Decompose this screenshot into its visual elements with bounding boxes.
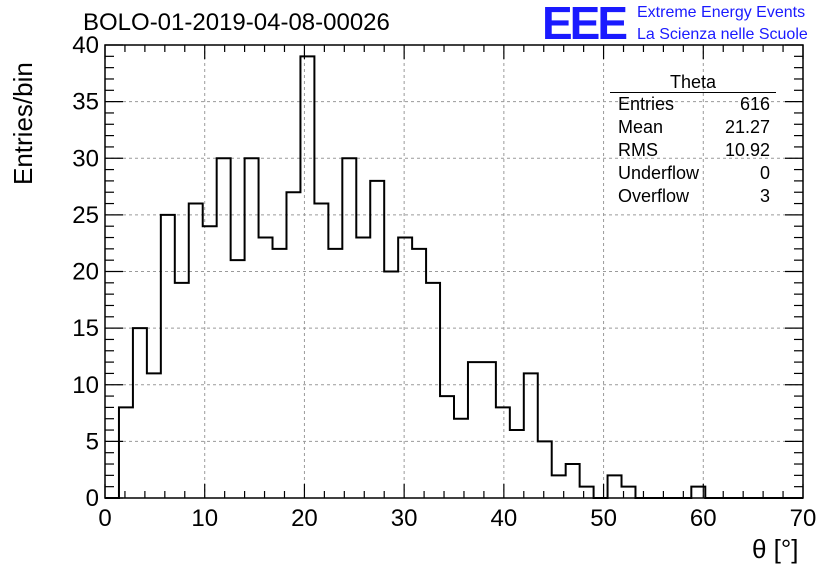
eee-logo-mark: EEE [542,0,628,49]
stats-title: Theta [610,72,776,93]
stats-label: Overflow [618,186,690,206]
grid-lines [105,45,803,498]
y-tick-label: 25 [72,202,99,229]
y-tick-label: 30 [72,145,99,172]
stats-row-overflow: Overflow 3 [610,185,776,208]
stats-label: Entries [618,94,675,114]
stats-value: 3 [759,186,770,206]
x-tick-label: 50 [590,505,617,532]
x-tick-label: 0 [98,505,111,532]
y-tick-label: 35 [72,89,99,116]
stats-row-mean: Mean 21.27 [610,116,776,139]
stats-value: 616 [739,94,770,114]
y-tick-label: 5 [86,428,99,455]
stats-value: 21.27 [724,117,770,137]
stats-row-underflow: Underflow 0 [610,162,776,185]
y-tick-label: 0 [86,485,99,512]
x-tick-label: 30 [391,505,418,532]
stats-label: Underflow [618,163,700,183]
y-tick-label: 40 [72,32,99,59]
stats-box: Theta Entries 616 Mean 21.27 RMS 10.92 U… [610,72,776,208]
stats-label: RMS [618,140,658,160]
y-tick-label: 15 [72,315,99,342]
x-tick-label: 40 [491,505,518,532]
histogram-series [105,55,803,499]
x-axis-label: θ [°] [752,534,799,564]
stats-row-entries: Entries 616 [610,93,776,116]
stats-value: 10.92 [724,140,770,160]
stats-label: Mean [618,117,664,137]
eee-logo-line2: La Scienza nelle Scuole [637,26,808,43]
x-tick-label: 10 [191,505,218,532]
stats-value: 0 [759,163,770,183]
chart-title: BOLO-01-2019-04-08-00026 [83,9,390,36]
axis-ticks [104,44,804,499]
stats-row-rms: RMS 10.92 [610,139,776,162]
x-tick-label: 20 [291,505,318,532]
x-tick-label: 60 [690,505,717,532]
x-tick-label: 70 [790,505,817,532]
y-tick-label: 20 [72,259,99,286]
y-tick-label: 10 [72,372,99,399]
y-axis-label: Entries/bin [8,62,38,185]
eee-logo-line1: Extreme Energy Events [637,4,806,21]
